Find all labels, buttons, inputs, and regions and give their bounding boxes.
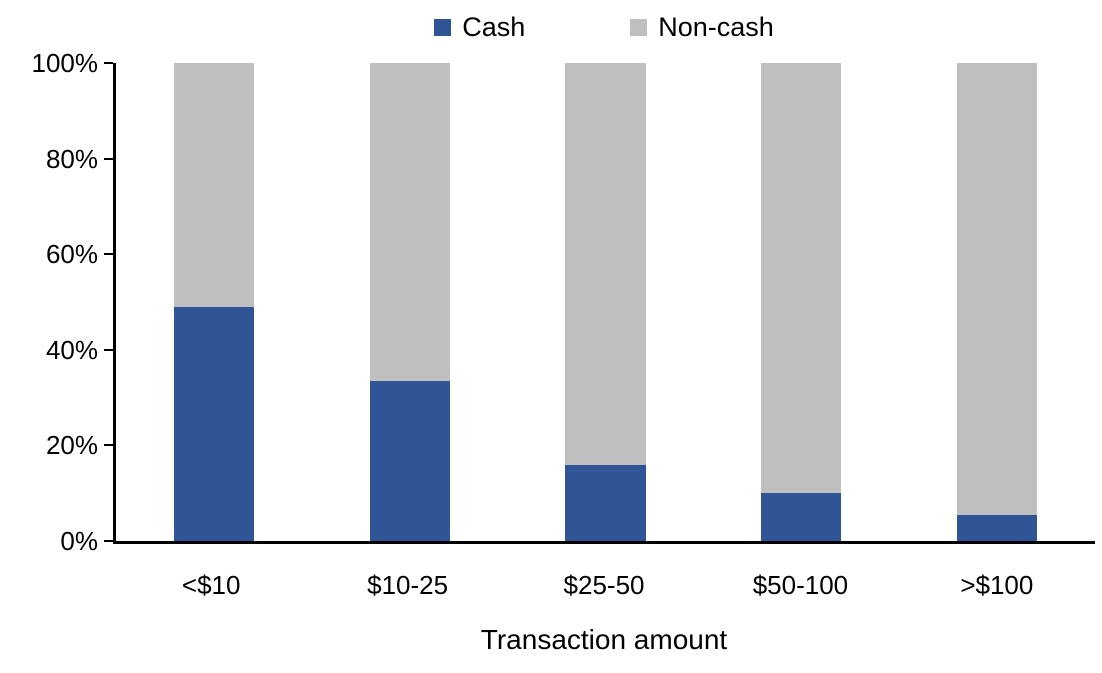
y-axis-tick-mark <box>104 540 113 542</box>
plot-area <box>104 62 1095 544</box>
bar-segment-non-cash <box>173 63 255 307</box>
bar-segment-cash <box>761 493 842 541</box>
bar-stack <box>369 63 450 541</box>
bar-segment-cash <box>173 306 255 541</box>
y-axis-tick-mark <box>104 62 113 64</box>
legend-swatch-icon <box>630 18 648 36</box>
bar-column <box>116 63 312 541</box>
bar-segment-non-cash <box>761 63 842 494</box>
bar-stack <box>956 63 1038 541</box>
bar-column <box>508 63 704 541</box>
x-tick-label: $50-100 <box>752 570 849 600</box>
y-tick-label: 0% <box>60 526 98 556</box>
x-tick-label: $25-50 <box>563 570 645 600</box>
bar-segment-non-cash <box>369 63 450 381</box>
y-tick-label: 80% <box>45 143 98 174</box>
bar-column <box>703 63 899 541</box>
x-tick-label: >$100 <box>960 570 1034 600</box>
legend-label: Cash <box>462 12 526 42</box>
y-tick-label: 20% <box>45 430 98 461</box>
bar-segment-non-cash <box>565 63 646 465</box>
x-axis-tick-labels: <$10 $10-25 $25-50 $50-100 >$100 <box>113 570 1095 600</box>
bar-segment-non-cash <box>956 63 1038 515</box>
chart-legend: Cash Non-cash <box>113 12 1095 42</box>
y-axis-tick-mark <box>104 157 113 160</box>
y-axis-tick-mark <box>104 253 113 256</box>
legend-label: Non-cash <box>658 12 774 42</box>
legend-item-non-cash: Non-cash <box>630 12 774 42</box>
y-axis-tick-labels: 0% 20% 40% 60% 80% 100% <box>0 50 99 554</box>
legend-swatch-icon <box>434 18 452 36</box>
y-tick-label: 40% <box>45 334 98 365</box>
y-tick-label: 100% <box>31 48 99 78</box>
bar-column <box>899 63 1095 541</box>
y-tick-label: 60% <box>45 239 98 270</box>
y-axis-tick-mark <box>104 444 113 447</box>
x-tick-label: <$10 <box>181 570 241 600</box>
bar-stack <box>173 63 255 541</box>
bar-segment-cash <box>956 514 1038 541</box>
bar-segment-cash <box>369 380 450 541</box>
legend-item-cash: Cash <box>434 12 525 42</box>
bar-stack <box>565 63 646 541</box>
bar-columns <box>116 63 1095 541</box>
y-axis-tick-mark <box>104 348 113 351</box>
x-tick-label: $10-25 <box>367 570 449 600</box>
bar-stack <box>761 63 842 541</box>
bar-column <box>312 63 508 541</box>
x-axis-title: Transaction amount <box>480 624 728 655</box>
bar-segment-cash <box>565 464 646 541</box>
